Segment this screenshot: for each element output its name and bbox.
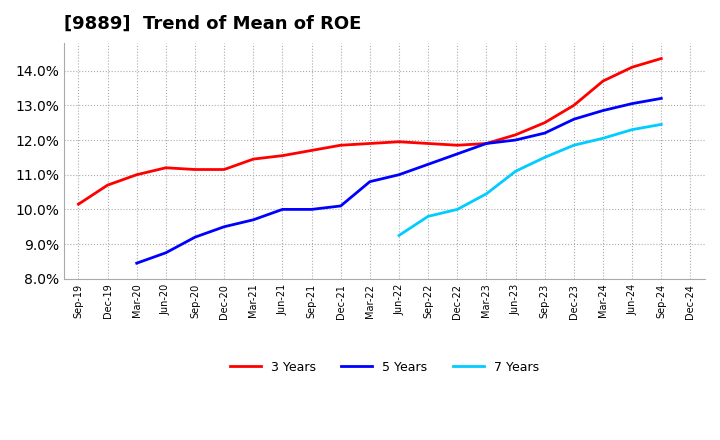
5 Years xyxy=(424,161,433,167)
3 Years xyxy=(395,139,403,144)
5 Years xyxy=(249,217,258,223)
5 Years xyxy=(511,137,520,143)
3 Years xyxy=(541,120,549,125)
3 Years xyxy=(220,167,228,172)
3 Years xyxy=(482,141,491,146)
7 Years xyxy=(395,233,403,238)
3 Years xyxy=(366,141,374,146)
3 Years xyxy=(336,143,345,148)
3 Years xyxy=(628,65,636,70)
5 Years xyxy=(395,172,403,177)
3 Years xyxy=(132,172,141,177)
5 Years xyxy=(570,117,578,122)
Legend: 3 Years, 5 Years, 7 Years: 3 Years, 5 Years, 7 Years xyxy=(225,356,544,379)
5 Years xyxy=(482,141,491,146)
5 Years xyxy=(628,101,636,106)
7 Years xyxy=(511,169,520,174)
5 Years xyxy=(453,151,462,157)
7 Years xyxy=(482,191,491,196)
5 Years xyxy=(366,179,374,184)
7 Years xyxy=(453,207,462,212)
5 Years xyxy=(278,207,287,212)
5 Years xyxy=(599,108,608,113)
3 Years xyxy=(307,148,316,153)
7 Years xyxy=(570,143,578,148)
3 Years xyxy=(191,167,199,172)
5 Years xyxy=(132,260,141,266)
3 Years xyxy=(599,78,608,84)
Line: 3 Years: 3 Years xyxy=(78,59,661,204)
5 Years xyxy=(161,250,170,255)
3 Years xyxy=(103,183,112,188)
3 Years xyxy=(278,153,287,158)
5 Years xyxy=(657,96,665,101)
3 Years xyxy=(657,56,665,61)
5 Years xyxy=(541,130,549,136)
Line: 5 Years: 5 Years xyxy=(137,99,661,263)
7 Years xyxy=(599,136,608,141)
3 Years xyxy=(74,202,83,207)
5 Years xyxy=(307,207,316,212)
Line: 7 Years: 7 Years xyxy=(399,125,661,235)
3 Years xyxy=(511,132,520,137)
5 Years xyxy=(336,203,345,209)
3 Years xyxy=(453,143,462,148)
3 Years xyxy=(249,157,258,162)
3 Years xyxy=(570,103,578,108)
7 Years xyxy=(657,122,665,127)
7 Years xyxy=(628,127,636,132)
3 Years xyxy=(161,165,170,170)
5 Years xyxy=(191,235,199,240)
5 Years xyxy=(220,224,228,229)
7 Years xyxy=(424,214,433,219)
3 Years xyxy=(424,141,433,146)
7 Years xyxy=(541,155,549,160)
Text: [9889]  Trend of Mean of ROE: [9889] Trend of Mean of ROE xyxy=(64,15,361,33)
